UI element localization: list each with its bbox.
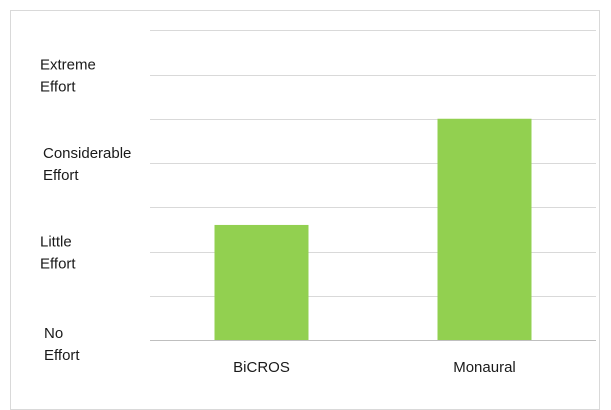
bar-chart: No Effort Little Effort Considerable Effort Ex… [40, 30, 596, 374]
y-tick-label: Extreme Effort [40, 57, 96, 96]
x-tick-label: BiCROS [233, 359, 290, 374]
y-tick-label: No Effort [44, 325, 80, 364]
bar-bicros [214, 224, 309, 340]
x-tick-label: Monaural [453, 359, 516, 374]
y-tick-label: Little Effort [40, 234, 76, 273]
y-tick-label: Considerable Effort [43, 145, 131, 184]
bar-monaural [437, 118, 532, 340]
